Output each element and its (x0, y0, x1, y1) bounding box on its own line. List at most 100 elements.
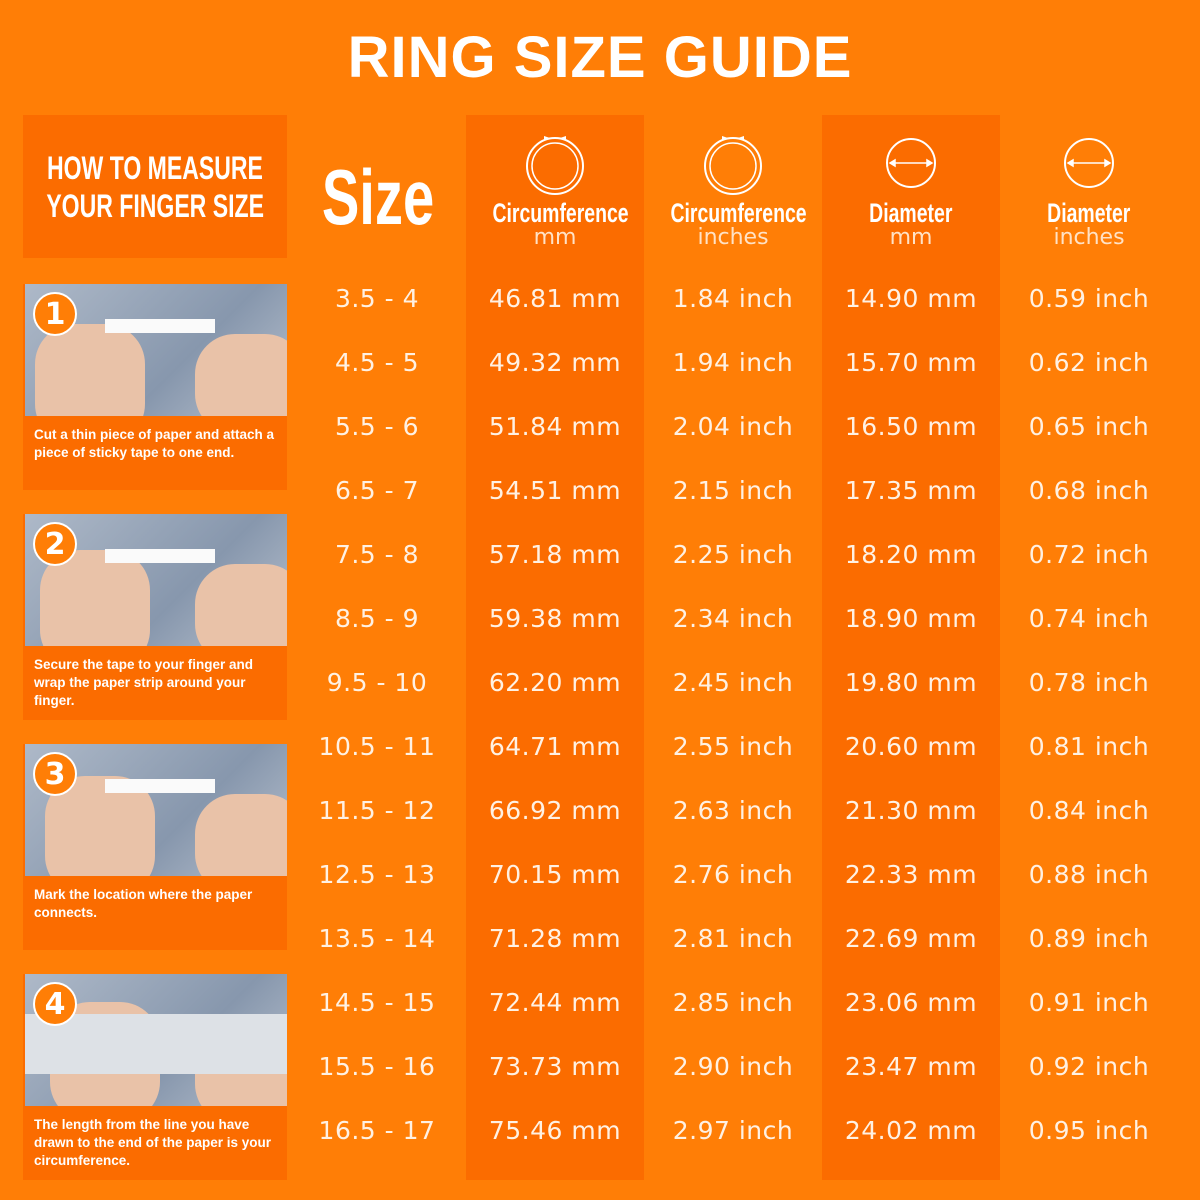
cell-diam-in: 0.81 inch (1028, 732, 1150, 761)
cell-size: 16.5 - 17 (318, 1116, 436, 1145)
step-photo: 2 (25, 514, 287, 646)
header-circ-in: Circumference inches (644, 130, 822, 250)
cell-circ-mm: 54.51 mm (488, 476, 622, 505)
cell-diam-in: 0.78 inch (1028, 668, 1150, 697)
cell-diam-in: 0.95 inch (1028, 1116, 1150, 1145)
cell-size: 12.5 - 13 (318, 860, 436, 889)
cell-diam-mm: 23.06 mm (844, 988, 978, 1017)
step-card: 2 Secure the tape to your finger and wra… (23, 514, 287, 720)
cell-diam-mm: 22.33 mm (844, 860, 978, 889)
cell-circ-mm: 75.46 mm (488, 1116, 622, 1145)
cell-circ-in: 2.15 inch (672, 476, 794, 505)
cell-circ-mm: 66.92 mm (488, 796, 622, 825)
cell-diam-mm: 22.69 mm (844, 924, 978, 953)
heading-line: YOUR FINGER SIZE (46, 187, 264, 224)
cell-circ-mm: 71.28 mm (488, 924, 622, 953)
step-number-badge: 3 (33, 752, 77, 796)
cell-size: 3.5 - 4 (334, 284, 420, 313)
cell-circ-mm: 59.38 mm (488, 604, 622, 633)
step-number-badge: 1 (33, 292, 77, 336)
diameter-icon (1064, 138, 1114, 188)
cell-diam-mm: 24.02 mm (844, 1116, 978, 1145)
cell-circ-in: 1.84 inch (672, 284, 794, 313)
cell-circ-in: 2.90 inch (672, 1052, 794, 1081)
cell-diam-in: 0.84 inch (1028, 796, 1150, 825)
cell-circ-mm: 51.84 mm (488, 412, 622, 441)
cell-diam-mm: 17.35 mm (844, 476, 978, 505)
cell-size: 8.5 - 9 (334, 604, 420, 633)
cell-circ-in: 2.45 inch (672, 668, 794, 697)
column-panel-circ-mm (466, 115, 644, 1180)
cell-circ-in: 2.81 inch (672, 924, 794, 953)
cell-diam-mm: 23.47 mm (844, 1052, 978, 1081)
cell-diam-in: 0.89 inch (1028, 924, 1150, 953)
cell-diam-in: 0.88 inch (1028, 860, 1150, 889)
cell-circ-in: 2.97 inch (672, 1116, 794, 1145)
cell-size: 10.5 - 11 (318, 732, 436, 761)
header-diam-mm: Diameter mm (822, 130, 1000, 250)
cell-diam-in: 0.68 inch (1028, 476, 1150, 505)
cell-size: 11.5 - 12 (318, 796, 436, 825)
cell-circ-in: 2.04 inch (672, 412, 794, 441)
cell-diam-in: 0.72 inch (1028, 540, 1150, 569)
cell-diam-in: 0.59 inch (1028, 284, 1150, 313)
step-caption: Secure the tape to your finger and wrap … (34, 657, 254, 708)
cell-diam-in: 0.65 inch (1028, 412, 1150, 441)
column-panel-diam-mm (822, 115, 1000, 1180)
header-diam-in: Diameter inches (1000, 130, 1178, 250)
step-caption: Mark the location where the paper connec… (34, 887, 253, 920)
step-card: 3 Mark the location where the paper conn… (23, 744, 287, 950)
cell-diam-mm: 14.90 mm (844, 284, 978, 313)
cell-circ-in: 1.94 inch (672, 348, 794, 377)
cell-circ-mm: 62.20 mm (488, 668, 622, 697)
cell-circ-in: 2.34 inch (672, 604, 794, 633)
cell-diam-in: 0.92 inch (1028, 1052, 1150, 1081)
cell-diam-mm: 15.70 mm (844, 348, 978, 377)
cell-circ-in: 2.55 inch (672, 732, 794, 761)
cell-diam-mm: 18.20 mm (844, 540, 978, 569)
step-photo: 1 (25, 284, 287, 416)
cell-diam-mm: 21.30 mm (844, 796, 978, 825)
cell-diam-mm: 16.50 mm (844, 412, 978, 441)
heading-line: HOW TO MEASURE (47, 149, 263, 186)
cell-diam-mm: 18.90 mm (844, 604, 978, 633)
cell-circ-mm: 57.18 mm (488, 540, 622, 569)
cell-diam-mm: 19.80 mm (844, 668, 978, 697)
cell-circ-in: 2.25 inch (672, 540, 794, 569)
step-number-badge: 2 (33, 522, 77, 566)
cell-circ-mm: 46.81 mm (488, 284, 622, 313)
cell-circ-in: 2.63 inch (672, 796, 794, 825)
cell-circ-in: 2.76 inch (672, 860, 794, 889)
cell-circ-mm: 73.73 mm (488, 1052, 622, 1081)
cell-circ-mm: 64.71 mm (488, 732, 622, 761)
cell-circ-mm: 49.32 mm (488, 348, 622, 377)
cell-circ-mm: 70.15 mm (488, 860, 622, 889)
size-column-header: Size (321, 153, 435, 241)
cell-size: 13.5 - 14 (318, 924, 436, 953)
cell-diam-mm: 20.60 mm (844, 732, 978, 761)
cell-circ-in: 2.85 inch (672, 988, 794, 1017)
cell-size: 7.5 - 8 (334, 540, 420, 569)
cell-size: 4.5 - 5 (334, 348, 420, 377)
cell-size: 5.5 - 6 (334, 412, 420, 441)
cell-size: 9.5 - 10 (326, 668, 428, 697)
cell-circ-mm: 72.44 mm (488, 988, 622, 1017)
step-card: 4 The length from the line you have draw… (23, 974, 287, 1180)
cell-diam-in: 0.74 inch (1028, 604, 1150, 633)
cell-diam-in: 0.62 inch (1028, 348, 1150, 377)
step-number-badge: 4 (33, 982, 77, 1026)
step-caption: Cut a thin piece of paper and attach a p… (34, 427, 275, 460)
cell-size: 6.5 - 7 (334, 476, 420, 505)
how-to-measure-heading: HOW TO MEASURE YOUR FINGER SIZE (23, 115, 287, 258)
cell-size: 14.5 - 15 (318, 988, 436, 1017)
ring-circumference-icon (526, 136, 584, 195)
step-photo: 4 (25, 974, 287, 1106)
diameter-icon (886, 138, 936, 188)
step-card: 1 Cut a thin piece of paper and attach a… (23, 284, 287, 490)
cell-size: 15.5 - 16 (318, 1052, 436, 1081)
ring-circumference-icon (704, 136, 762, 195)
cell-diam-in: 0.91 inch (1028, 988, 1150, 1017)
step-photo: 3 (25, 744, 287, 876)
page-title: RING SIZE GUIDE (347, 25, 853, 90)
header-circ-mm: Circumference mm (466, 130, 644, 250)
